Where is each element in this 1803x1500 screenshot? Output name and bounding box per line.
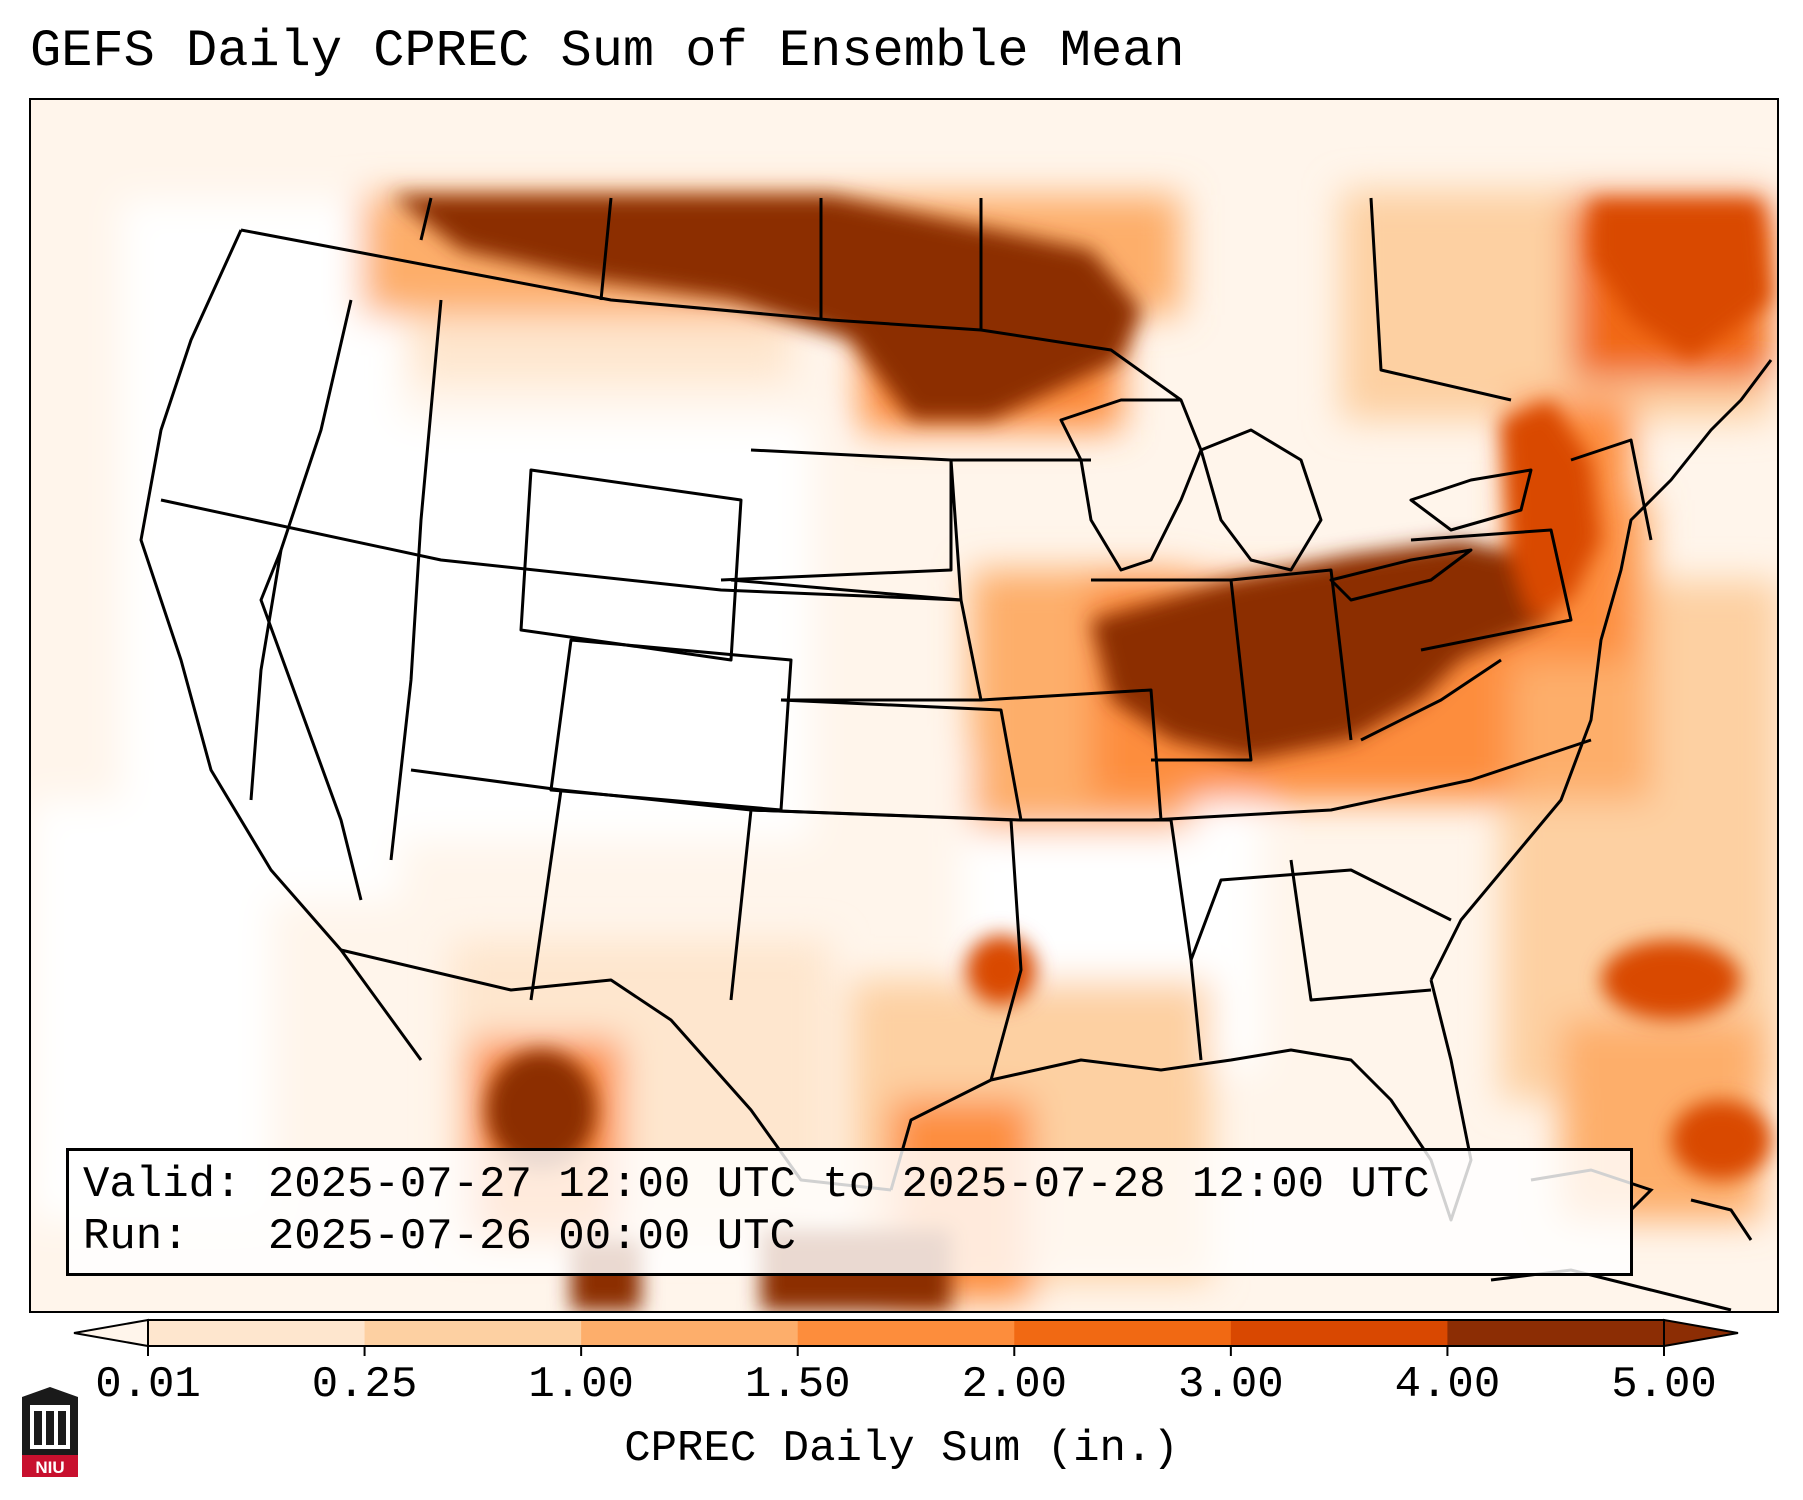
precip-core	[391, 195, 1771, 1311]
colorbar-segment	[148, 1320, 366, 1346]
colorbar-tick-label: 2.00	[961, 1360, 1068, 1410]
colorbar-segment	[1230, 1320, 1448, 1346]
valid-label: Valid:	[83, 1160, 242, 1210]
colorbar-label: CPREC Daily Sum (in.)	[624, 1424, 1179, 1474]
colorbar-extend-high	[1663, 1318, 1739, 1348]
colorbar	[73, 1318, 1739, 1356]
colorbar-tick-label: 0.25	[311, 1360, 418, 1410]
map-panel[interactable]	[29, 98, 1779, 1313]
colorbar-tick-label: 5.00	[1611, 1360, 1717, 1410]
precipitation-map	[31, 100, 1777, 1311]
svg-text:NIU: NIU	[35, 1458, 64, 1477]
valid-value: 2025-07-27 12:00 UTC to 2025-07-28 12:00…	[267, 1160, 1430, 1210]
colorbar-extend-low	[73, 1318, 149, 1348]
colorbar-segment	[581, 1320, 799, 1346]
validity-info-box: Valid: 2025-07-27 12:00 UTC to 2025-07-2…	[66, 1148, 1633, 1276]
colorbar-segment	[1014, 1320, 1232, 1346]
colorbar-segment	[797, 1320, 1015, 1346]
run-line: Run: 2025-07-26 00:00 UTC	[83, 1211, 1616, 1263]
colorbar-tick-label: 1.50	[744, 1360, 851, 1410]
colorbar-border	[147, 1319, 1665, 1347]
run-label: Run:	[83, 1212, 189, 1262]
colorbar-segment	[1447, 1320, 1665, 1346]
colorbar-segment	[364, 1320, 582, 1346]
colorbar-tick-label: 1.00	[528, 1360, 634, 1410]
colorbar-tick-label: 0.01	[95, 1360, 201, 1410]
run-value: 2025-07-26 00:00 UTC	[267, 1212, 796, 1262]
state-borders	[139, 197, 1773, 1222]
chart-title: GEFS Daily CPREC Sum of Ensemble Mean	[30, 22, 1185, 81]
valid-line: Valid: 2025-07-27 12:00 UTC to 2025-07-2…	[83, 1159, 1616, 1211]
niu-logo: NIU	[22, 1387, 78, 1477]
colorbar-tick-label: 3.00	[1178, 1360, 1284, 1410]
colorbar-tick-label: 4.00	[1394, 1360, 1501, 1410]
